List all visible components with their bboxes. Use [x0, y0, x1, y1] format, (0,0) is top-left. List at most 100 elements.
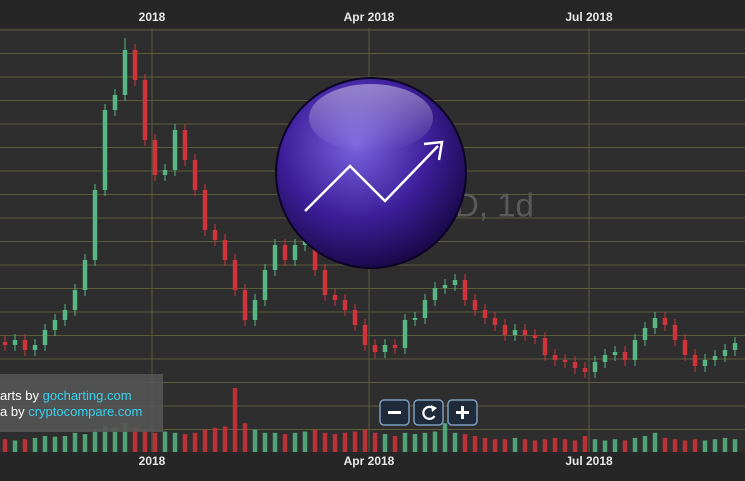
volume-bar: [412, 434, 418, 452]
volume-bar: [492, 439, 498, 452]
candle-body: [292, 245, 298, 260]
candle-body: [152, 140, 158, 175]
candle-body: [562, 360, 568, 362]
candle-body: [142, 80, 148, 140]
candle-body: [492, 318, 498, 325]
zoom-in-button[interactable]: [447, 399, 478, 426]
volume-bar: [312, 429, 318, 452]
candle-body: [82, 260, 88, 290]
credits-background: [0, 374, 163, 432]
candle-body: [422, 300, 428, 318]
candle-body: [382, 345, 388, 352]
x-tick-label: Apr 2018: [344, 454, 395, 468]
candle-body: [352, 310, 358, 325]
volume-bar: [202, 429, 208, 452]
candle-body: [22, 340, 28, 350]
reset-button[interactable]: [413, 399, 444, 426]
candle-body: [612, 352, 618, 355]
volume-bar: [242, 423, 248, 452]
volume-bar: [562, 439, 568, 452]
candle-body: [632, 340, 638, 360]
zoom-out-button[interactable]: [379, 399, 410, 426]
candle-body: [532, 335, 538, 338]
volume-bar: [112, 427, 118, 452]
volume-bar: [652, 432, 658, 452]
credit-link[interactable]: gocharting.com: [43, 388, 132, 403]
volume-bar: [292, 432, 298, 452]
candle-body: [322, 270, 328, 295]
candle-body: [262, 270, 268, 300]
volume-bar: [692, 439, 698, 452]
candle-body: [522, 330, 528, 335]
candle-body: [662, 318, 668, 325]
volume-bar: [342, 432, 348, 452]
candle-body: [452, 280, 458, 285]
credit-line: a by cryptocompare.com: [0, 404, 142, 419]
volume-bar: [302, 431, 308, 452]
candle-body: [502, 325, 508, 335]
volume-bar: [232, 388, 238, 452]
candle-body: [112, 95, 118, 110]
volume-bar: [82, 434, 88, 452]
candle-body: [712, 356, 718, 360]
candle-body: [12, 340, 18, 345]
volume-bar: [612, 439, 618, 452]
candle-body: [242, 290, 248, 320]
volume-bar: [592, 439, 598, 452]
volume-bar: [102, 426, 108, 452]
volume-bar: [132, 426, 138, 452]
candle-body: [272, 245, 278, 270]
candle-body: [32, 345, 38, 350]
volume-bar: [172, 432, 178, 452]
volume-bar: [372, 432, 378, 452]
volume-bar: [602, 440, 608, 452]
volume-bar: [642, 436, 648, 452]
candle-body: [372, 345, 378, 352]
candle-body: [692, 355, 698, 366]
candle-body: [192, 160, 198, 190]
minus-icon: [388, 411, 401, 414]
volume-bar: [552, 437, 558, 452]
candle-body: [342, 300, 348, 310]
candle-body: [442, 285, 448, 288]
volume-bar: [212, 427, 218, 452]
volume-bar: [62, 436, 68, 452]
marks: [2, 38, 738, 452]
candle-body: [332, 295, 338, 300]
volume-bar: [2, 439, 8, 452]
volume-bar: [392, 436, 398, 452]
volume-bar: [92, 429, 98, 452]
candle-body: [102, 110, 108, 190]
x-tick-label: Jul 2018: [565, 10, 613, 24]
candle-body: [182, 130, 188, 160]
credit-prefix: a by: [0, 404, 25, 419]
volume-bar: [572, 440, 578, 452]
plus-icon: [461, 406, 464, 419]
candle-body: [672, 325, 678, 340]
candle-body: [222, 240, 228, 260]
volume-bar: [672, 439, 678, 452]
volume-bar: [432, 431, 438, 452]
volume-bar: [332, 434, 338, 452]
candle-body: [582, 368, 588, 372]
reset-icon: [422, 405, 436, 420]
candle-body: [572, 362, 578, 368]
volume-bar: [662, 437, 668, 452]
watermark: D, 1d: [455, 187, 534, 224]
volume-bar: [352, 431, 358, 452]
candle-body: [432, 288, 438, 300]
candle-body: [62, 310, 68, 320]
volume-bar: [272, 432, 278, 452]
volume-bar: [482, 437, 488, 452]
top-axis-band: [0, 0, 745, 28]
candle-body: [2, 342, 8, 345]
candle-body: [162, 170, 168, 175]
candle-body: [42, 330, 48, 345]
candle-body: [132, 50, 138, 80]
candle-body: [482, 310, 488, 318]
volume-bar: [72, 432, 78, 452]
credit-link[interactable]: cryptocompare.com: [28, 404, 142, 419]
volume-bar: [42, 436, 48, 452]
